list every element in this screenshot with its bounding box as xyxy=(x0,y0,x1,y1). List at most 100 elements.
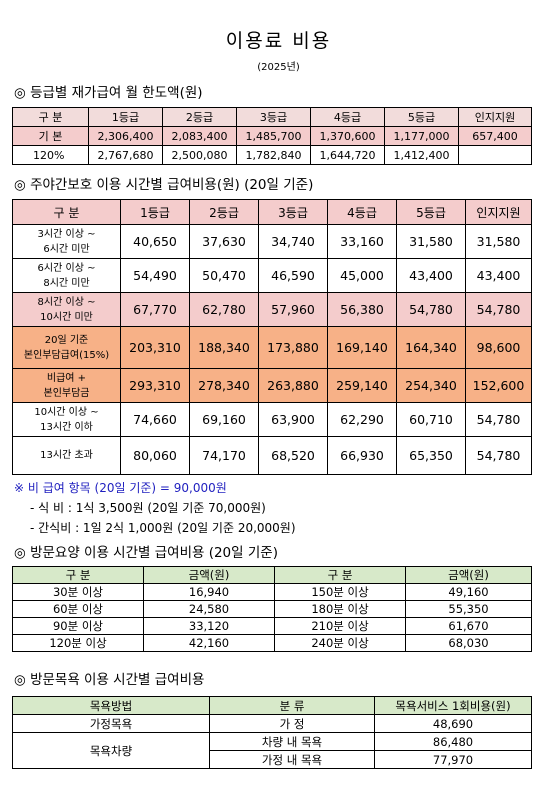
table-row: 6시간 이상 ~8시간 미만 54,490 50,470 46,590 45,0… xyxy=(12,258,532,293)
table-cell: 2,767,680 xyxy=(88,145,163,165)
table-cell: 33,160 xyxy=(327,224,397,259)
table-cell: 50,470 xyxy=(189,258,259,293)
table-cell: 86,480 xyxy=(374,732,532,751)
header-cell: 목욕서비스 1회비용(원) xyxy=(374,696,532,715)
header-cell: 4등급 xyxy=(310,107,385,127)
table-cell: 63,900 xyxy=(258,402,328,437)
snack-cost-note: - 간식비 : 1일 2식 1,000원 (20일 기준 20,000원) xyxy=(30,521,296,535)
table-cell: 43,400 xyxy=(396,258,466,293)
header-cell: 구 분 xyxy=(12,107,89,127)
row-label: 3시간 이상 ~6시간 미만 xyxy=(12,224,121,259)
table-header-row: 구 분 1등급 2등급 3등급 4등급 5등급 인지지원 xyxy=(12,107,532,127)
header-cell: 구 분 xyxy=(12,566,144,584)
table-cell: 1,370,600 xyxy=(310,126,385,146)
table-cell: 120분 이상 xyxy=(12,634,144,652)
table-cell: 차량 내 목욕 xyxy=(209,732,375,751)
table-cell: 45,000 xyxy=(327,258,397,293)
table-cell: 69,160 xyxy=(189,402,259,437)
table-cell: 66,930 xyxy=(327,436,397,475)
table-cell: 40,650 xyxy=(120,224,190,259)
table-row: 13시간 초과 80,060 74,170 68,520 66,930 65,3… xyxy=(12,436,532,475)
table-cell: 54,780 xyxy=(465,436,532,475)
table-cell: 42,160 xyxy=(143,634,275,652)
table-cell: 293,310 xyxy=(120,368,190,403)
table-row: 60분 이상 24,580 180분 이상 55,350 xyxy=(12,600,532,618)
table-cell: 34,740 xyxy=(258,224,328,259)
table-cell: 1,177,000 xyxy=(384,126,459,146)
table-cell: 80,060 xyxy=(120,436,190,475)
table-cell: 77,970 xyxy=(374,750,532,769)
section-heading-monthly-limit: ◎ 등급별 재가급여 월 한도액(원) xyxy=(14,85,203,101)
header-cell: 인지지원 xyxy=(458,107,532,127)
table-cell: 54,780 xyxy=(465,292,532,327)
header-cell: 분 류 xyxy=(209,696,375,715)
year-label: (2025년) xyxy=(257,62,300,73)
section-heading-day-care: ◎ 주야간보호 이용 시간별 급여비용(원) (20일 기준) xyxy=(14,177,314,193)
table-row: 3시간 이상 ~6시간 미만 40,650 37,630 34,740 33,1… xyxy=(12,224,532,259)
table-cell: 278,340 xyxy=(189,368,259,403)
table-row: 30분 이상 16,940 150분 이상 49,160 xyxy=(12,583,532,601)
table-cell: 68,520 xyxy=(258,436,328,475)
header-cell: 구 분 xyxy=(12,199,121,225)
table-cell: 210분 이상 xyxy=(274,617,406,635)
table-cell: 169,140 xyxy=(327,326,397,369)
table-cell: 55,350 xyxy=(405,600,532,618)
header-cell: 5등급 xyxy=(396,199,466,225)
table-cell: 203,310 xyxy=(120,326,190,369)
row-label: 기 본 xyxy=(12,126,89,146)
non-covered-note: ※ 비 급여 항목 (20일 기준) = 90,000원 xyxy=(14,481,227,495)
row-label: 20일 기준 본인부담급여(15%) xyxy=(12,326,121,369)
header-cell: 금액(원) xyxy=(143,566,275,584)
table-row: 가정 내 목욕 77,970 xyxy=(13,750,532,769)
header-cell: 구 분 xyxy=(274,566,406,584)
table-cell: 62,780 xyxy=(189,292,259,327)
row-label: 10시간 이상 ~13시간 이하 xyxy=(12,402,121,437)
header-cell: 4등급 xyxy=(327,199,397,225)
table-row: 120분 이상 42,160 240분 이상 68,030 xyxy=(12,634,532,652)
table-cell: 16,940 xyxy=(143,583,275,601)
table-cell: 68,030 xyxy=(405,634,532,652)
table-cell: 54,780 xyxy=(396,292,466,327)
table-row: 120% 2,767,680 2,500,080 1,782,840 1,644… xyxy=(12,145,532,165)
table-cell: 가 정 xyxy=(209,714,375,733)
table-row: 10시간 이상 ~13시간 이하 74,660 69,160 63,900 62… xyxy=(12,402,532,437)
table-cell: 74,660 xyxy=(120,402,190,437)
table-header-row: 구 분 1등급 2등급 3등급 4등급 5등급 인지지원 xyxy=(12,199,532,225)
header-cell: 3등급 xyxy=(236,107,311,127)
table-header-row: 구 분 금액(원) 구 분 금액(원) xyxy=(12,566,532,584)
table-cell: 1,644,720 xyxy=(310,145,385,165)
table-cell: 2,500,080 xyxy=(162,145,237,165)
table-cell: 목욕차량 xyxy=(12,732,210,769)
table-cell: 60,710 xyxy=(396,402,466,437)
table-cell: 65,350 xyxy=(396,436,466,475)
table-cell: 259,140 xyxy=(327,368,397,403)
table-cell xyxy=(458,145,532,165)
table-cell: 가정 내 목욕 xyxy=(209,750,375,769)
table-cell: 240분 이상 xyxy=(274,634,406,652)
row-label: 120% xyxy=(12,145,89,165)
bathing-table: 목욕방법 분 류 목욕서비스 1회비용(원) 가정목욕 가 정 48,690 목… xyxy=(12,696,532,769)
header-cell: 3등급 xyxy=(258,199,328,225)
table-cell: 180분 이상 xyxy=(274,600,406,618)
table-cell: 48,690 xyxy=(374,714,532,733)
table-cell: 1,412,400 xyxy=(384,145,459,165)
table-cell: 49,160 xyxy=(405,583,532,601)
day-care-table: 구 분 1등급 2등급 3등급 4등급 5등급 인지지원 3시간 이상 ~6시간… xyxy=(12,199,532,475)
table-cell: 2,306,400 xyxy=(88,126,163,146)
table-cell: 54,780 xyxy=(465,402,532,437)
header-cell: 2등급 xyxy=(162,107,237,127)
table-cell: 74,170 xyxy=(189,436,259,475)
table-cell: 56,380 xyxy=(327,292,397,327)
meal-cost-note: - 식 비 : 1식 3,500원 (20일 기준 70,000원) xyxy=(30,501,266,515)
table-cell: 31,580 xyxy=(396,224,466,259)
monthly-limit-table: 구 분 1등급 2등급 3등급 4등급 5등급 인지지원 기 본 2,306,4… xyxy=(12,107,532,165)
table-cell: 60분 이상 xyxy=(12,600,144,618)
table-cell: 30분 이상 xyxy=(12,583,144,601)
table-row: 가정목욕 가 정 48,690 xyxy=(12,714,532,733)
header-cell: 인지지원 xyxy=(465,199,532,225)
table-cell: 254,340 xyxy=(396,368,466,403)
header-cell: 1등급 xyxy=(88,107,163,127)
table-cell: 46,590 xyxy=(258,258,328,293)
table-cell: 24,580 xyxy=(143,600,275,618)
table-cell: 62,290 xyxy=(327,402,397,437)
